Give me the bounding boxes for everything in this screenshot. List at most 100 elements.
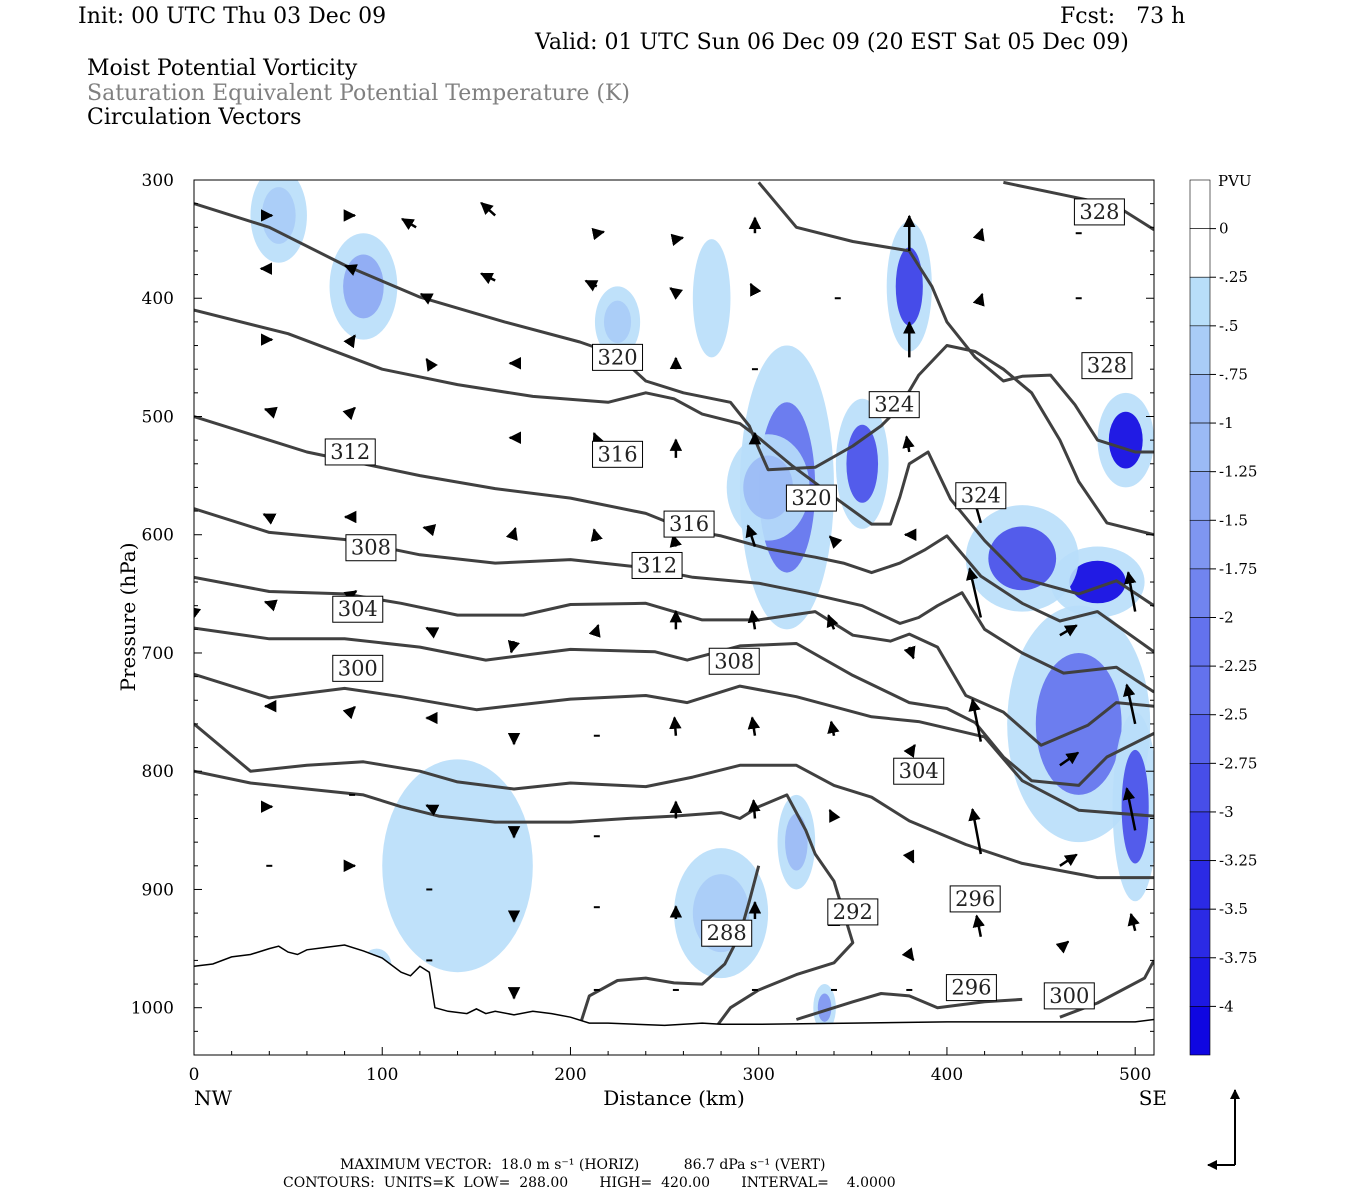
theta-contour-308-2 bbox=[194, 575, 1154, 747]
x-tick-label-0: 0 bbox=[189, 1065, 200, 1085]
colorbar-label-4: -1 bbox=[1219, 414, 1234, 432]
vector-46 bbox=[343, 590, 358, 603]
colorbar-cell-16 bbox=[1189, 957, 1211, 1007]
x-tick-label-2: 200 bbox=[554, 1065, 586, 1085]
vector-16 bbox=[972, 227, 985, 242]
vector-8 bbox=[343, 264, 358, 276]
colorbar-label-3: -.75 bbox=[1219, 365, 1248, 383]
colorbar-cell-10 bbox=[1189, 665, 1211, 716]
contour-label-3: 324 bbox=[874, 393, 914, 417]
pv-core-5 bbox=[988, 526, 1057, 591]
colorbar-label-7: -1.75 bbox=[1219, 560, 1257, 578]
contour-label-box-1 bbox=[1081, 352, 1133, 380]
colorbar-cell-2 bbox=[1189, 276, 1211, 327]
pv-region-10 bbox=[382, 759, 533, 973]
colorbar-cell-7 bbox=[1189, 519, 1211, 570]
vector-11 bbox=[669, 287, 684, 300]
contour-label-box-8 bbox=[663, 510, 715, 538]
colorbar-cell-15 bbox=[1189, 908, 1211, 959]
y-tick-label-2: 500 bbox=[142, 407, 174, 427]
pv-core-15 bbox=[743, 455, 793, 520]
pv-core-3 bbox=[1108, 411, 1143, 469]
vector-64 bbox=[827, 720, 840, 736]
vector-91 bbox=[1055, 940, 1070, 954]
colorbar-unit: PVU bbox=[1218, 172, 1252, 190]
vector-36 bbox=[422, 524, 437, 537]
colorbar-cell-17 bbox=[1189, 1006, 1211, 1056]
vector-27 bbox=[263, 406, 278, 419]
vector-10 bbox=[584, 279, 599, 292]
field-title-vectors: Circulation Vectors bbox=[87, 105, 302, 130]
contour-label-box-5 bbox=[592, 440, 644, 468]
vector-62 bbox=[669, 716, 682, 736]
contour-label-4: 312 bbox=[330, 440, 370, 464]
valid-time: Valid: 01 UTC Sun 06 Dec 09 (20 EST Sat … bbox=[535, 30, 1129, 55]
vector-38 bbox=[590, 528, 603, 542]
theta-contour-300-13 bbox=[1059, 959, 1154, 1019]
contour-label-12: 308 bbox=[714, 649, 754, 673]
vector-34 bbox=[262, 513, 277, 525]
colorbar-label-1: -.25 bbox=[1219, 268, 1248, 286]
vector-58 bbox=[342, 706, 356, 720]
colorbar-cell-13 bbox=[1189, 811, 1211, 861]
contour-label-layer: 328 328 320 324 312 316 320 324 316 308 312 304 308 3… bbox=[324, 198, 1133, 1010]
contour-label-7: 324 bbox=[961, 484, 1001, 508]
y-tick-label-5: 800 bbox=[142, 762, 174, 782]
terrain-layer bbox=[194, 944, 1154, 1055]
pv-core-6 bbox=[1035, 652, 1122, 795]
pv-core-12 bbox=[603, 300, 632, 344]
x-axis-title: Distance (km) bbox=[603, 1086, 745, 1110]
contour-label-box-6 bbox=[785, 484, 837, 512]
vector-68 bbox=[1123, 683, 1137, 725]
pv-core-7 bbox=[1121, 749, 1149, 864]
contour-label-18: 296 bbox=[951, 976, 991, 1000]
contour-label-11: 304 bbox=[338, 597, 378, 621]
vector-54 bbox=[966, 567, 983, 618]
theta-contour-320-5 bbox=[194, 308, 1154, 607]
vector-22 bbox=[343, 334, 356, 349]
contour-info-note: CONTOURS: UNITS=K LOW= 288.00 HIGH= 420.… bbox=[283, 1175, 896, 1191]
vector-76 bbox=[828, 808, 841, 823]
pv-colorbar: PVU 0 -.25 -.5 -.75 -1 -1.25 -1.5 -1.75 -2 -2.25 -2… bbox=[1189, 172, 1257, 1056]
contour-label-19: 300 bbox=[1049, 984, 1089, 1008]
contour-label-box-19 bbox=[1043, 982, 1095, 1010]
contour-label-5: 316 bbox=[597, 442, 637, 466]
vector-37 bbox=[505, 526, 518, 541]
vector-33 bbox=[902, 435, 915, 453]
vector-53 bbox=[903, 645, 916, 660]
contour-label-box-11 bbox=[332, 595, 384, 623]
vector-20 bbox=[419, 292, 434, 305]
field-title-theta: Saturation Equivalent Potential Temperat… bbox=[87, 81, 630, 106]
pv-core-8 bbox=[343, 254, 384, 319]
colorbar-label-6: -1.5 bbox=[1219, 511, 1248, 529]
pv-core-17 bbox=[817, 993, 832, 1022]
colorbar-label-12: -3 bbox=[1219, 803, 1234, 821]
vector-65 bbox=[903, 744, 916, 758]
contour-label-14: 304 bbox=[899, 759, 939, 783]
vector-4 bbox=[591, 227, 606, 241]
vector-44 bbox=[194, 606, 202, 620]
colorbar-cell-3 bbox=[1189, 325, 1211, 375]
contour-label-1: 328 bbox=[1087, 354, 1127, 378]
contour-label-0: 328 bbox=[1079, 200, 1119, 224]
vector-48 bbox=[507, 639, 520, 654]
colorbar-label-2: -.5 bbox=[1219, 317, 1238, 335]
colorbar-cell-11 bbox=[1189, 714, 1211, 764]
colorbar-label-8: -2 bbox=[1219, 609, 1234, 627]
colorbar-cell-9 bbox=[1189, 617, 1211, 667]
contour-label-box-17 bbox=[701, 919, 753, 947]
theta-contour-288-11 bbox=[578, 865, 761, 1026]
vector-89 bbox=[901, 947, 915, 962]
vector-75 bbox=[748, 799, 761, 819]
colorbar-label-9: -2.25 bbox=[1219, 657, 1257, 675]
colorbar-label-10: -2.5 bbox=[1219, 706, 1248, 724]
vector-55 bbox=[1059, 624, 1078, 637]
contour-label-13: 300 bbox=[338, 656, 378, 680]
vector-9 bbox=[480, 272, 496, 285]
contour-label-box-7 bbox=[955, 482, 1007, 510]
contour-label-box-4 bbox=[324, 438, 376, 466]
y-axis-title: Pressure (hPa) bbox=[116, 543, 140, 692]
vector-78 bbox=[968, 807, 983, 855]
colorbar-cell-8 bbox=[1189, 568, 1211, 618]
vector-30 bbox=[592, 431, 605, 446]
